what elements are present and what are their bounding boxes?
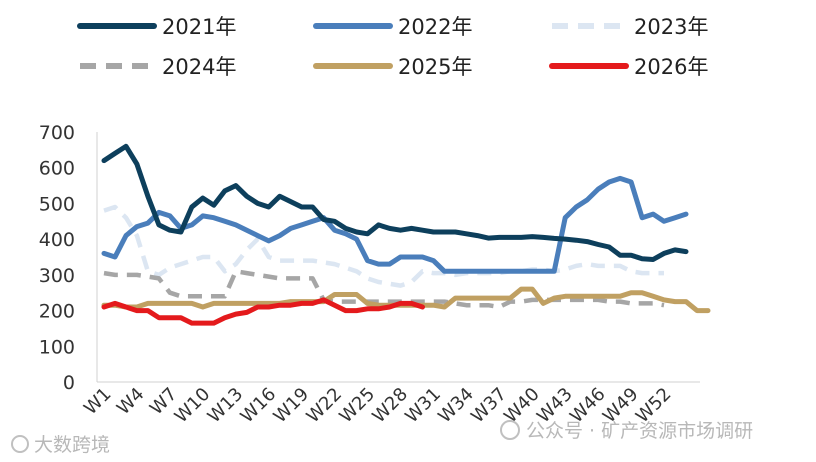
y-tick-label: 500: [39, 193, 75, 215]
legend-label-2023: 2023年: [634, 15, 708, 39]
x-tick-label: W31: [401, 384, 445, 428]
series-line-2024: [103, 269, 665, 310]
x-tick-label: W19: [270, 384, 314, 428]
legend-label-2021: 2021年: [162, 15, 236, 39]
x-tick-label: W16: [237, 384, 281, 428]
watermark-wechat-icon: [500, 420, 520, 440]
x-tick-label: W25: [335, 384, 379, 428]
y-tick-label: 100: [39, 336, 75, 358]
x-tick-label: W1: [80, 384, 116, 420]
watermark-right: 公众号 · 矿产资源市场调研: [526, 420, 753, 442]
series-line-2026: [101, 297, 425, 326]
watermarks: 大数跨境 公众号 · 矿产资源市场调研: [11, 420, 753, 456]
x-tick-label: W10: [171, 384, 215, 428]
legend-label-2022: 2022年: [398, 15, 472, 39]
watermark-logo-icon: [11, 435, 29, 453]
series-line-2023: [103, 204, 664, 288]
watermark-left: 大数跨境: [34, 434, 110, 456]
y-tick-label: 700: [39, 122, 75, 144]
legend: 2021年 2022年 2023年 2024年 2025年 2026年: [77, 15, 708, 79]
series-line-2022: [101, 175, 689, 274]
x-tick-label: W34: [434, 384, 478, 428]
y-tick-label: 0: [63, 372, 75, 394]
y-tick-label: 200: [39, 301, 75, 323]
x-tick-label: W37: [467, 384, 511, 428]
legend-label-2026: 2026年: [634, 55, 708, 79]
x-tick-label: W28: [368, 384, 412, 428]
legend-label-2025: 2025年: [398, 55, 472, 79]
y-tick-label: 400: [39, 229, 75, 251]
series-line-2021: [101, 143, 689, 262]
x-tick-label: W22: [303, 384, 347, 428]
x-tick-label: W13: [204, 384, 248, 428]
y-tick-label: 300: [39, 265, 75, 287]
y-tick-label: 600: [39, 158, 75, 180]
series-lines: [101, 143, 711, 326]
y-tick-labels: 0 100 200 300 400 500 600 700: [39, 122, 75, 394]
x-tick-label: W4: [113, 384, 149, 420]
legend-label-2024: 2024年: [162, 55, 236, 79]
axes: [96, 132, 700, 383]
